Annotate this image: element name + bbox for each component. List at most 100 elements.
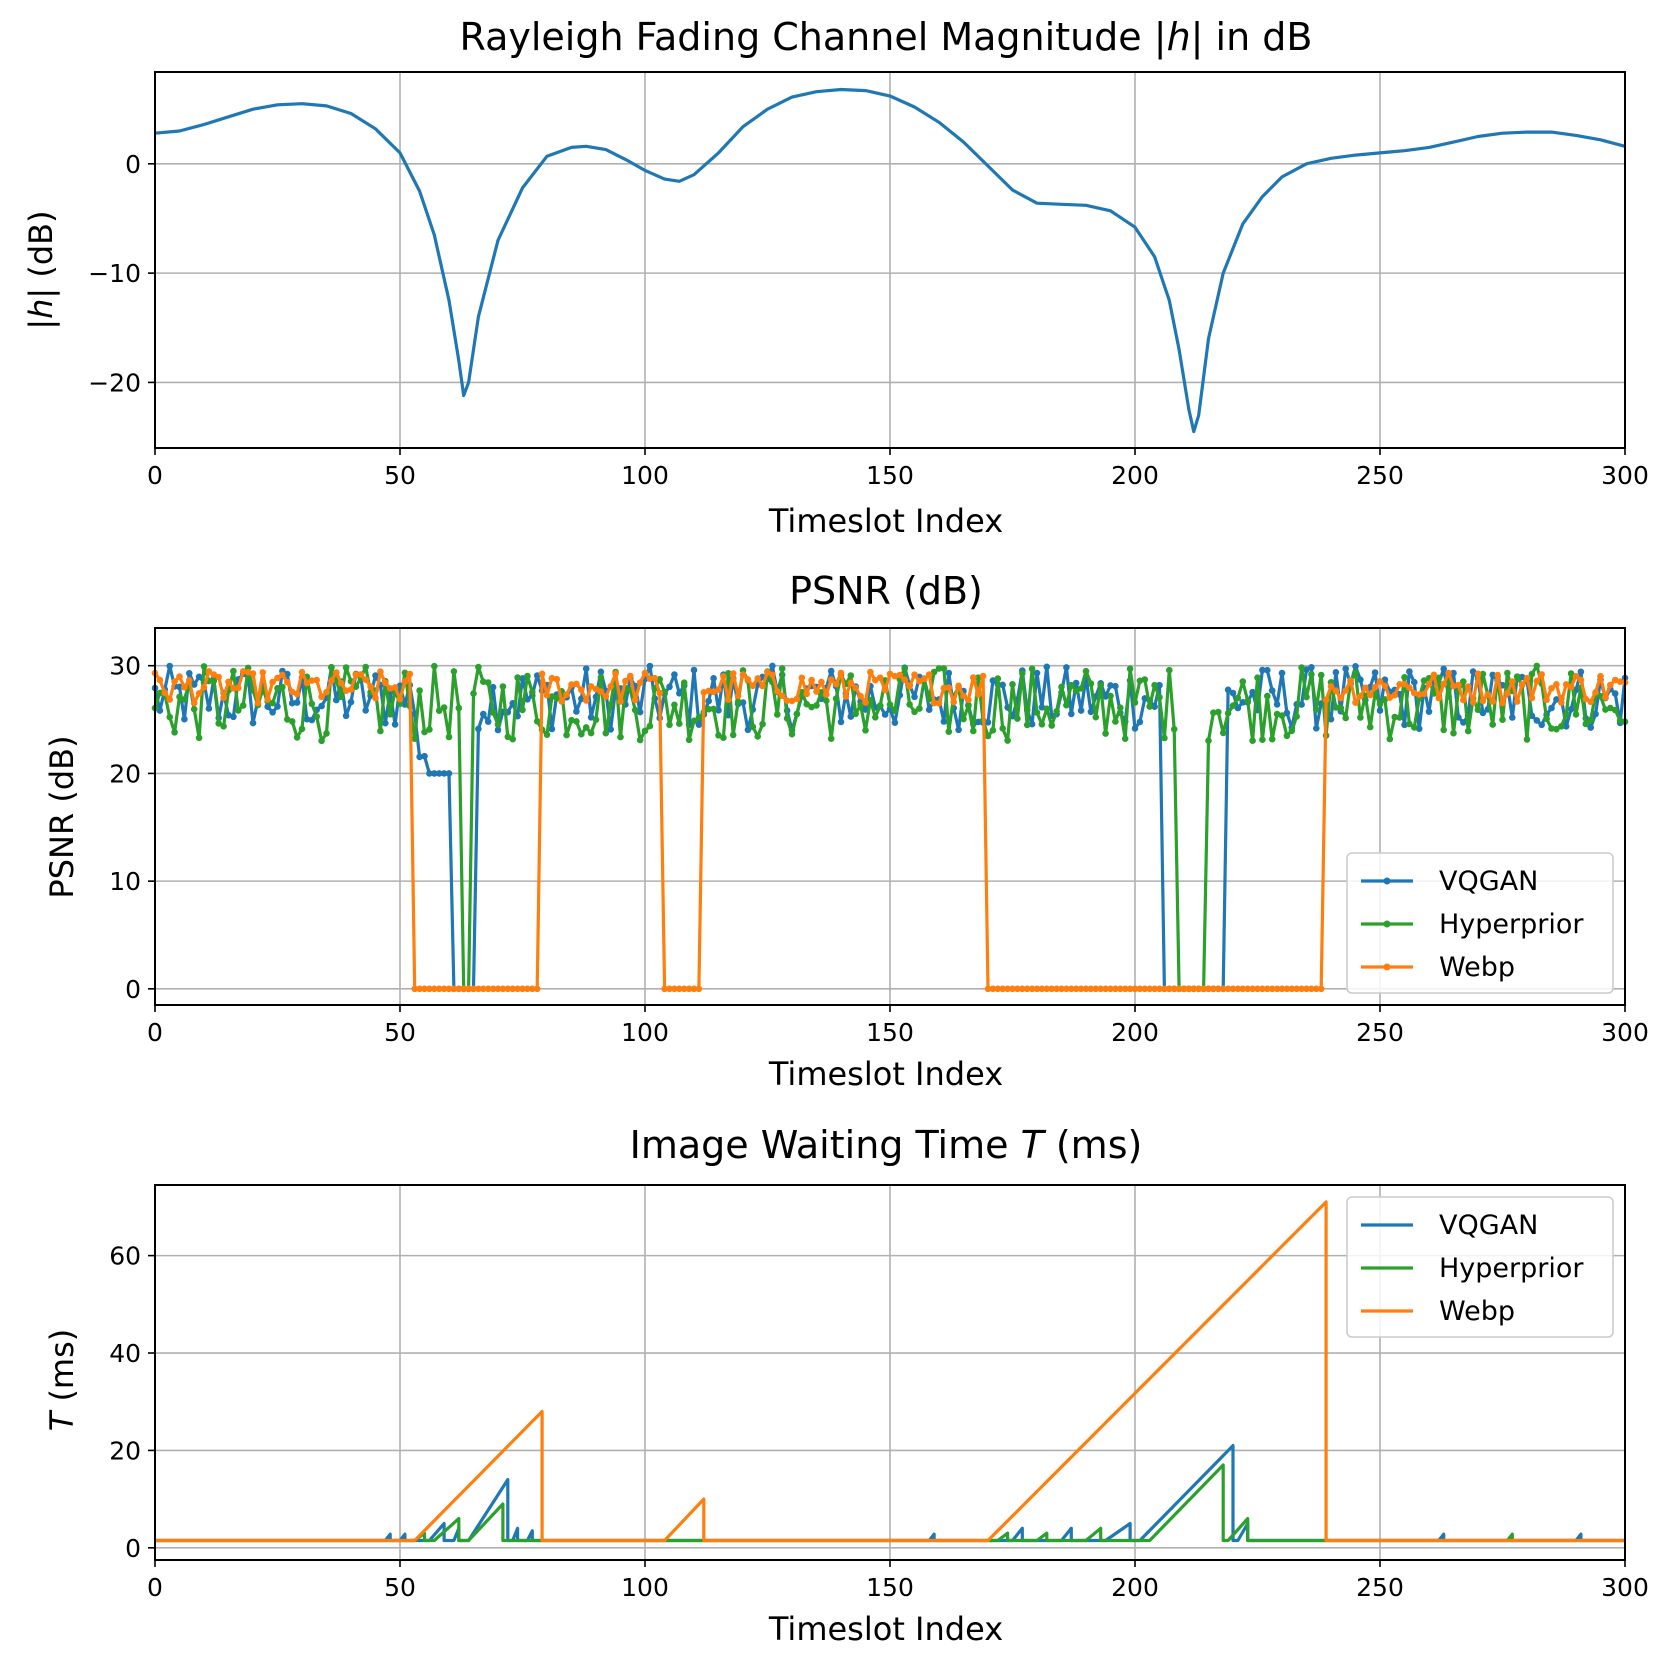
data-point [1278, 712, 1286, 719]
data-point [1313, 985, 1320, 993]
data-point [1249, 688, 1256, 696]
data-point [1210, 709, 1217, 716]
data-point [1308, 985, 1315, 993]
data-point [676, 720, 683, 727]
data-point [1156, 694, 1163, 701]
data-point [676, 985, 683, 993]
data-point [1587, 724, 1594, 731]
data-point [1014, 715, 1021, 722]
data-point [1533, 677, 1541, 685]
data-point [1464, 683, 1472, 690]
data-point [641, 669, 649, 677]
data-point [636, 736, 644, 744]
data-point [1587, 716, 1594, 724]
data-point [852, 684, 859, 692]
data-point [1014, 985, 1021, 993]
data-point [1420, 677, 1428, 684]
data-point [445, 733, 453, 741]
data-point [431, 770, 438, 777]
data-point [1523, 674, 1531, 682]
data-point [156, 676, 164, 684]
data-point [1538, 671, 1545, 678]
data-point [533, 985, 541, 993]
data-point [264, 696, 272, 703]
data-point [769, 671, 776, 679]
data-point [181, 696, 188, 703]
data-point [857, 701, 864, 709]
data-point [1562, 723, 1570, 730]
data-point [754, 675, 761, 682]
data-point [1489, 698, 1496, 705]
data-point [205, 668, 213, 675]
series-line [155, 1463, 1625, 1543]
data-point [1425, 681, 1433, 688]
data-point [911, 693, 918, 701]
data-point [1440, 680, 1447, 688]
data-point [867, 668, 874, 676]
data-point [989, 727, 997, 734]
data-point [906, 683, 913, 690]
data-point [813, 702, 820, 709]
data-point [166, 696, 173, 703]
data-point [1180, 985, 1188, 993]
data-point [1371, 683, 1379, 691]
y-axis-label: |h| (dB) [22, 210, 60, 329]
data-point [1102, 693, 1109, 700]
data-point [293, 699, 301, 706]
data-point [1273, 701, 1281, 708]
data-point [1215, 708, 1222, 716]
data-point [1077, 685, 1085, 692]
legend-box [1346, 852, 1614, 994]
data-point [215, 720, 222, 727]
data-point [1460, 678, 1467, 685]
data-point [729, 731, 737, 739]
data-point [558, 698, 565, 705]
data-point [906, 701, 913, 708]
data-point [1019, 985, 1026, 993]
data-point [1283, 985, 1291, 993]
data-point [1406, 668, 1413, 675]
data-point [1097, 682, 1104, 689]
data-point [386, 685, 394, 692]
data-point [1219, 985, 1227, 993]
data-point [656, 689, 663, 697]
data-point [1117, 985, 1124, 993]
data-point [494, 726, 502, 734]
data-point [774, 711, 781, 718]
data-point [190, 705, 198, 713]
data-point [1087, 680, 1095, 687]
data-point [1347, 677, 1354, 684]
data-point [367, 683, 374, 690]
data-point [685, 985, 693, 993]
data-point [308, 716, 316, 724]
data-point [1283, 709, 1291, 717]
data-point [1161, 985, 1168, 993]
channel-magnitude-panel: Rayleigh Fading Channel Magnitude |h| in… [22, 15, 1649, 540]
data-point [1450, 729, 1457, 737]
data-point [1376, 707, 1384, 714]
data-point [1430, 690, 1438, 697]
data-point [690, 666, 698, 674]
data-point [391, 721, 399, 728]
data-point [1391, 691, 1398, 699]
data-point [1474, 670, 1482, 678]
data-point [1450, 682, 1457, 690]
data-point [1112, 682, 1119, 690]
data-point [1479, 670, 1487, 678]
data-point [166, 713, 173, 721]
data-point [220, 723, 227, 730]
data-point [617, 733, 624, 741]
data-point [504, 733, 512, 741]
data-point [592, 716, 600, 723]
data-point [1048, 985, 1055, 993]
data-point [1406, 684, 1413, 691]
legend-label: Hyperprior [1439, 909, 1584, 940]
legend-marker [1383, 877, 1391, 885]
data-point [798, 674, 806, 682]
data-point [1151, 985, 1158, 993]
x-tick-label: 150 [866, 1573, 914, 1602]
data-point [720, 734, 727, 741]
data-point [827, 735, 835, 742]
data-point [1068, 985, 1075, 993]
data-point [1366, 691, 1374, 699]
